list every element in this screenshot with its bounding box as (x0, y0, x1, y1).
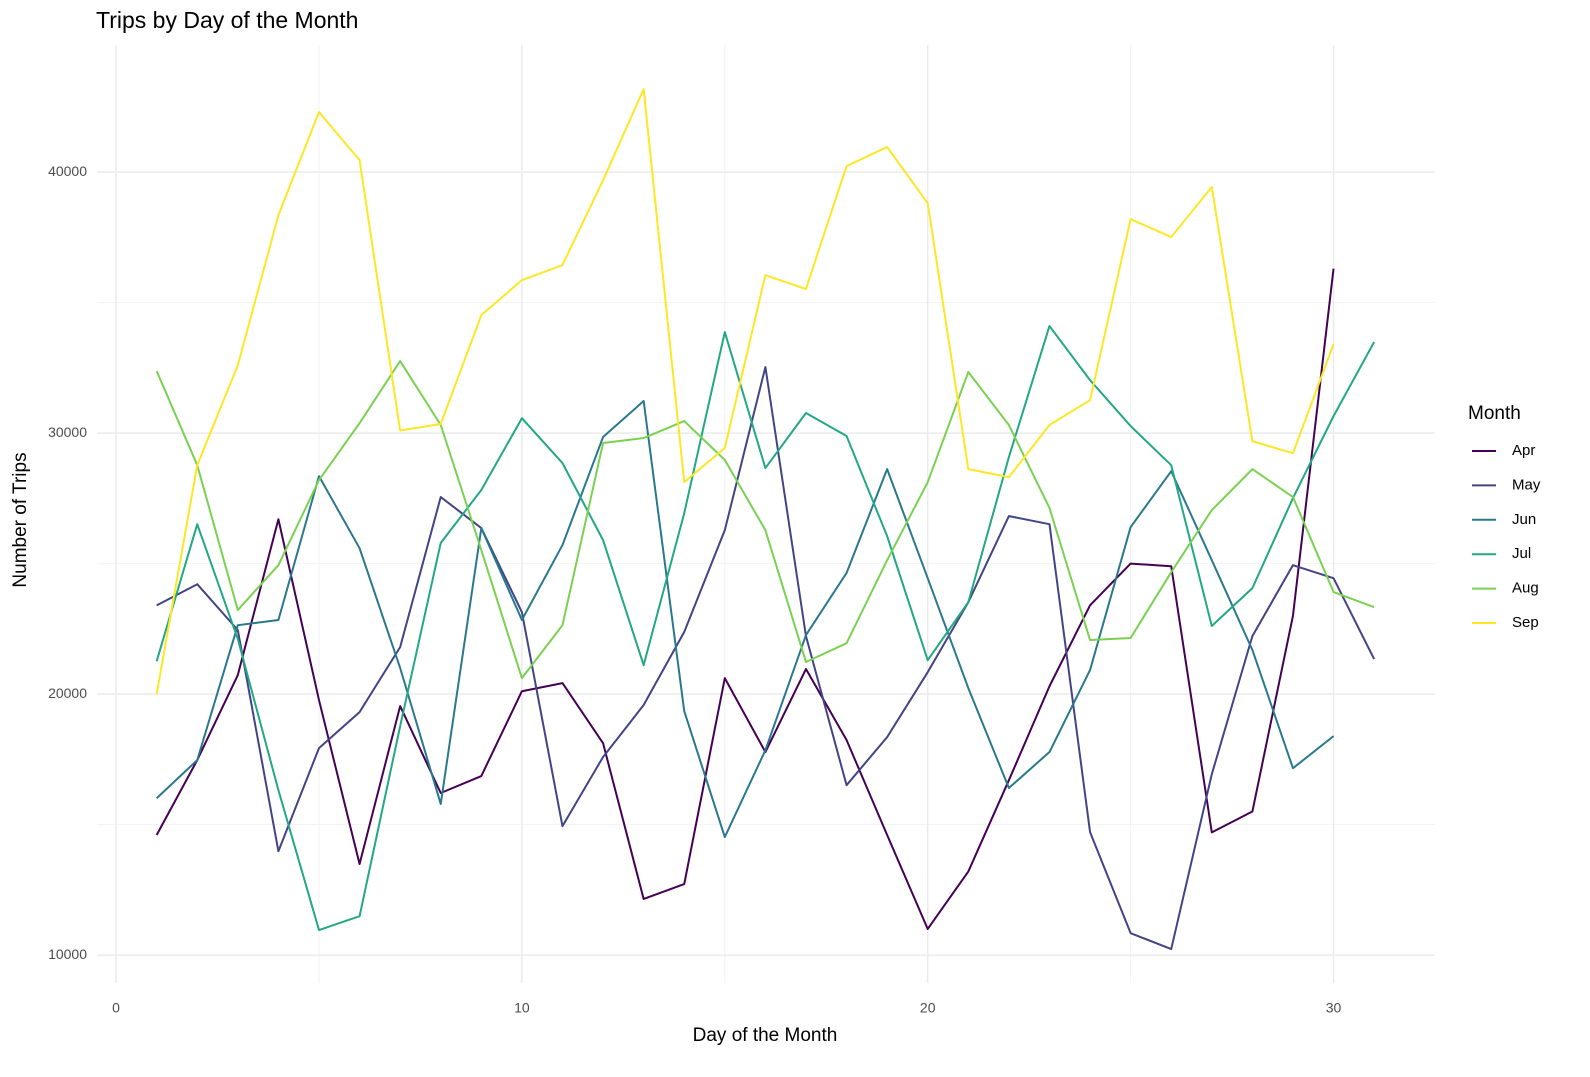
series-line (155, 399, 1335, 839)
series-line (156, 366, 1376, 951)
legend-label: May (1512, 476, 1541, 493)
legend-label: Aug (1512, 580, 1539, 597)
x-tick-label: 0 (112, 1000, 120, 1016)
series-line (155, 268, 1335, 930)
series-line (155, 325, 1376, 932)
legend-label: Sep (1512, 614, 1539, 631)
x-tick-label: 20 (920, 1000, 936, 1016)
x-tick-label: 10 (514, 1000, 530, 1016)
x-axis-label: Day of the Month (693, 1025, 838, 1046)
legend-label: Apr (1512, 442, 1535, 459)
legend-label: Jul (1512, 545, 1531, 562)
series-line (155, 88, 1335, 695)
y-axis-label: Number of Trips (10, 452, 31, 587)
y-tick-label: 10000 (48, 946, 87, 962)
x-tick-label: 30 (1326, 1000, 1342, 1016)
legend-title: Month (1468, 403, 1521, 424)
series-line (155, 360, 1375, 680)
y-tick-label: 40000 (48, 163, 87, 179)
chart-title: Trips by Day of the Month (96, 7, 358, 33)
legend-label: Jun (1512, 511, 1536, 528)
y-tick-label: 20000 (48, 685, 87, 701)
y-tick-label: 30000 (48, 424, 87, 440)
